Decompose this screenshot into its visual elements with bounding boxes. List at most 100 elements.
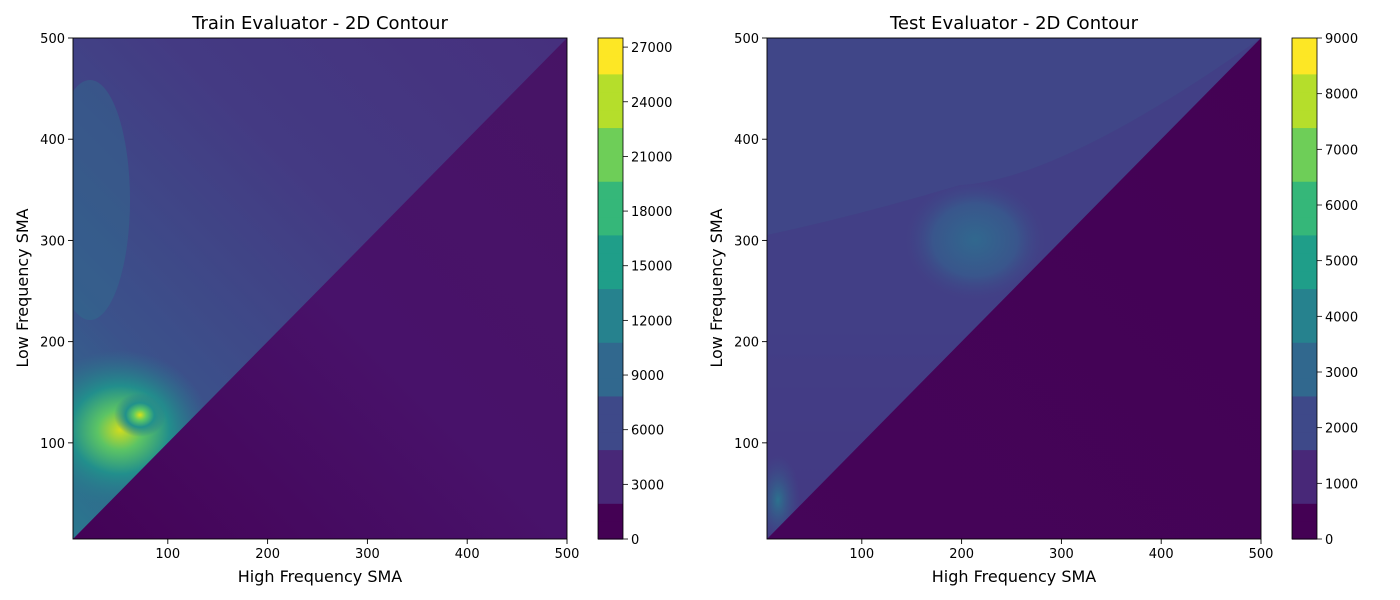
test-lower-region	[767, 38, 1261, 539]
colorbar-band	[598, 145, 623, 164]
y-tick-label: 300	[40, 234, 65, 249]
colorbar-band	[1292, 127, 1317, 146]
colorbar-band	[598, 324, 623, 343]
y-tick-label: 500	[734, 32, 759, 47]
test-axes-frame	[766, 37, 1262, 540]
colorbar-tick-label: 2000	[1325, 422, 1358, 437]
colorbar-band	[1292, 485, 1317, 504]
x-tick-label: 300	[355, 547, 380, 562]
colorbar-band	[1292, 270, 1317, 290]
colorbar-tick-label: 7000	[1325, 143, 1358, 158]
colorbar-band	[598, 252, 623, 272]
colorbar-band	[1292, 181, 1317, 200]
colorbar-tick-label: 8000	[1325, 88, 1358, 103]
colorbar-tick-label: 0	[631, 533, 639, 548]
y-tick-label: 300	[734, 234, 759, 249]
train-y-axis-label: Low Frequency SMA	[13, 208, 32, 367]
colorbar-band	[598, 181, 623, 200]
colorbar-band	[1292, 55, 1317, 75]
colorbar-band	[598, 55, 623, 75]
test-colorbar: 0 1000 2000 3000 4000 5000 6000 7000 8000 9000	[1291, 32, 1358, 548]
colorbar-band	[598, 199, 623, 218]
colorbar-band	[1292, 252, 1317, 272]
colorbar-band	[598, 503, 623, 522]
colorbar-tick-label: 4000	[1325, 310, 1358, 325]
train-peak-region	[114, 393, 166, 437]
x-tick-label: 500	[555, 547, 580, 562]
colorbar-band	[598, 38, 623, 57]
train-chart-title: Train Evaluator - 2D Contour	[191, 13, 448, 34]
colorbar-band	[598, 467, 623, 486]
test-chart-title: Test Evaluator - 2D Contour	[889, 13, 1139, 34]
colorbar-tick-label: 5000	[1325, 255, 1358, 270]
colorbar-band	[1292, 431, 1317, 451]
colorbar-band	[1292, 306, 1317, 325]
colorbar-tick-label: 9000	[631, 369, 664, 384]
colorbar-band	[1292, 109, 1317, 129]
train-x-ticks: 100 200 300 400 500	[155, 539, 579, 562]
colorbar-band	[598, 288, 623, 307]
colorbar-band	[598, 449, 623, 469]
train-x-axis-label: High Frequency SMA	[238, 567, 403, 586]
colorbar-band	[1292, 145, 1317, 164]
train-left-band	[73, 80, 130, 320]
colorbar-band	[1292, 38, 1317, 57]
y-tick-label: 400	[734, 133, 759, 148]
y-tick-label: 400	[40, 133, 65, 148]
colorbar-band	[598, 485, 623, 504]
test-contour-plot: Test Evaluator - 2D Contour High Frequen…	[707, 13, 1358, 586]
train-contour-field	[73, 38, 567, 539]
colorbar-band	[598, 395, 623, 415]
colorbar-tick-label: 9000	[1325, 32, 1358, 47]
colorbar-band	[1292, 395, 1317, 415]
colorbar-band	[598, 234, 623, 254]
y-tick-label: 200	[40, 336, 65, 351]
colorbar-band	[598, 163, 623, 182]
x-tick-label: 200	[949, 547, 974, 562]
colorbar-tick-label: 1000	[1325, 477, 1358, 492]
colorbar-band	[598, 270, 623, 290]
colorbar-band	[1292, 163, 1317, 182]
colorbar-tick-label: 6000	[1325, 199, 1358, 214]
train-colorbar: 0 3000 6000 9000 12000 15000 18000 21000 24000 27…	[597, 37, 672, 548]
x-tick-label: 200	[255, 547, 280, 562]
colorbar-band	[598, 360, 623, 379]
colorbar-band	[1292, 377, 1317, 397]
colorbar-band	[598, 91, 623, 111]
colorbar-band	[1292, 467, 1317, 486]
colorbar-tick-label: 3000	[631, 478, 664, 493]
colorbar-tick-label: 27000	[631, 41, 672, 56]
colorbar-band	[1292, 449, 1317, 469]
x-tick-label: 400	[1149, 547, 1174, 562]
colorbar-band	[1292, 216, 1317, 236]
colorbar-band	[598, 109, 623, 129]
colorbar-band	[598, 73, 623, 93]
colorbar-band	[1292, 342, 1317, 361]
test-x-ticks: 100 200 300 400 500	[849, 539, 1273, 562]
train-y-ticks: 100 200 300 400 500	[40, 32, 73, 452]
colorbar-tick-label: 12000	[631, 314, 672, 329]
train-axes-frame	[72, 37, 568, 540]
y-tick-label: 100	[40, 437, 65, 452]
colorbar-frame	[597, 37, 624, 540]
colorbar-band	[598, 306, 623, 325]
colorbar-band	[598, 521, 623, 540]
test-bump-region	[905, 180, 1045, 300]
y-tick-label: 200	[734, 336, 759, 351]
test-contour-field	[767, 38, 1261, 539]
colorbar-tick-label: 21000	[631, 150, 672, 165]
colorbar-band	[598, 342, 623, 361]
x-tick-label: 100	[849, 547, 874, 562]
colorbar-tick-label: 3000	[1325, 366, 1358, 381]
colorbar-band	[1292, 288, 1317, 307]
colorbar-tick-label: 6000	[631, 424, 664, 439]
test-y-axis-label: Low Frequency SMA	[707, 208, 726, 367]
colorbar-band	[598, 216, 623, 236]
colorbar-band	[1292, 91, 1317, 111]
colorbar-band	[1292, 324, 1317, 343]
colorbar-tick-label: 18000	[631, 205, 672, 220]
colorbar-band	[1292, 503, 1317, 522]
test-x-axis-label: High Frequency SMA	[932, 567, 1097, 586]
x-tick-label: 300	[1049, 547, 1074, 562]
